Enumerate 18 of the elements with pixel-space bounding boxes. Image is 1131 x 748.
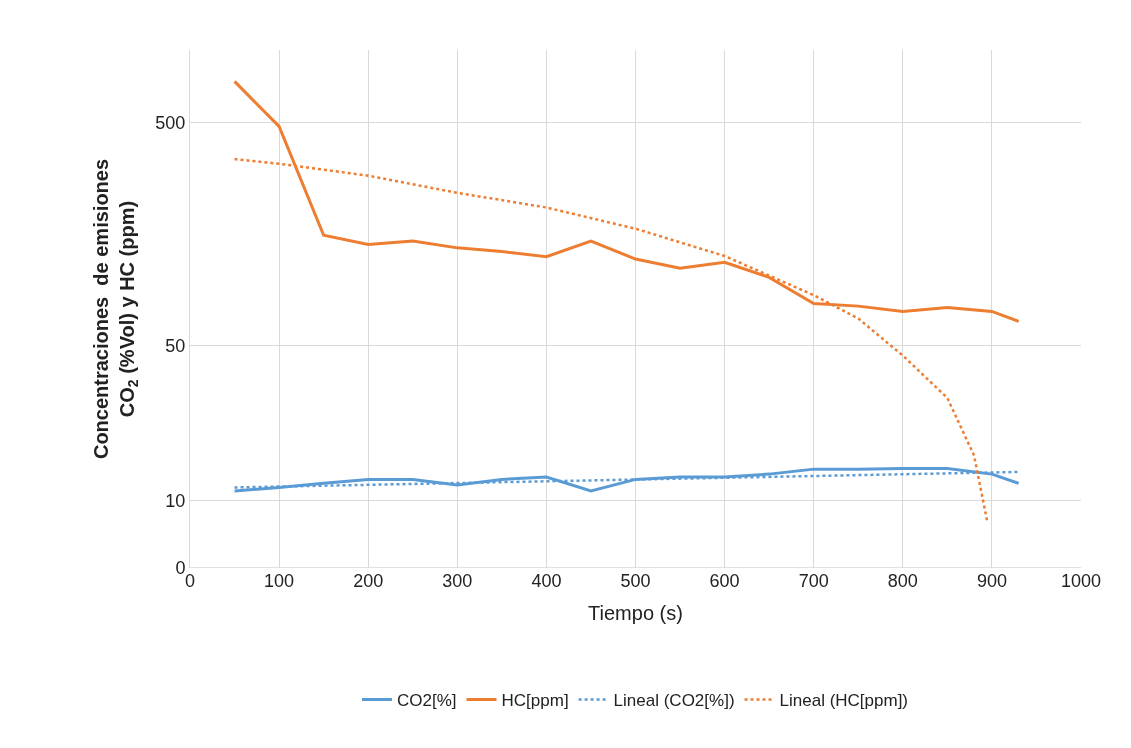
x-tick-label: 600 — [709, 571, 740, 591]
x-tick-label: 400 — [531, 571, 562, 591]
x-tick-label: 500 — [620, 571, 651, 591]
x-tick-label: 100 — [264, 571, 295, 591]
x-tick-label: 200 — [353, 571, 384, 591]
y-tick-label: 50 — [165, 335, 186, 356]
legend-label: CO2[%] — [397, 691, 457, 711]
x-tick-label: 900 — [976, 571, 1007, 591]
legend-label: Lineal (CO2[%]) — [613, 691, 735, 711]
x-tick-label: 300 — [442, 571, 473, 591]
y-tick-label: 500 — [155, 112, 186, 133]
x-axis-title: Tiempo (s) — [588, 601, 683, 624]
x-tick-label: 1000 — [1060, 571, 1102, 591]
x-tick-label: 700 — [798, 571, 829, 591]
legend-label: HC[ppm] — [501, 691, 569, 711]
x-tick-label: 800 — [887, 571, 918, 591]
y-tick-label: 10 — [165, 491, 186, 512]
legend-label: Lineal (HC[ppm]) — [779, 691, 909, 711]
